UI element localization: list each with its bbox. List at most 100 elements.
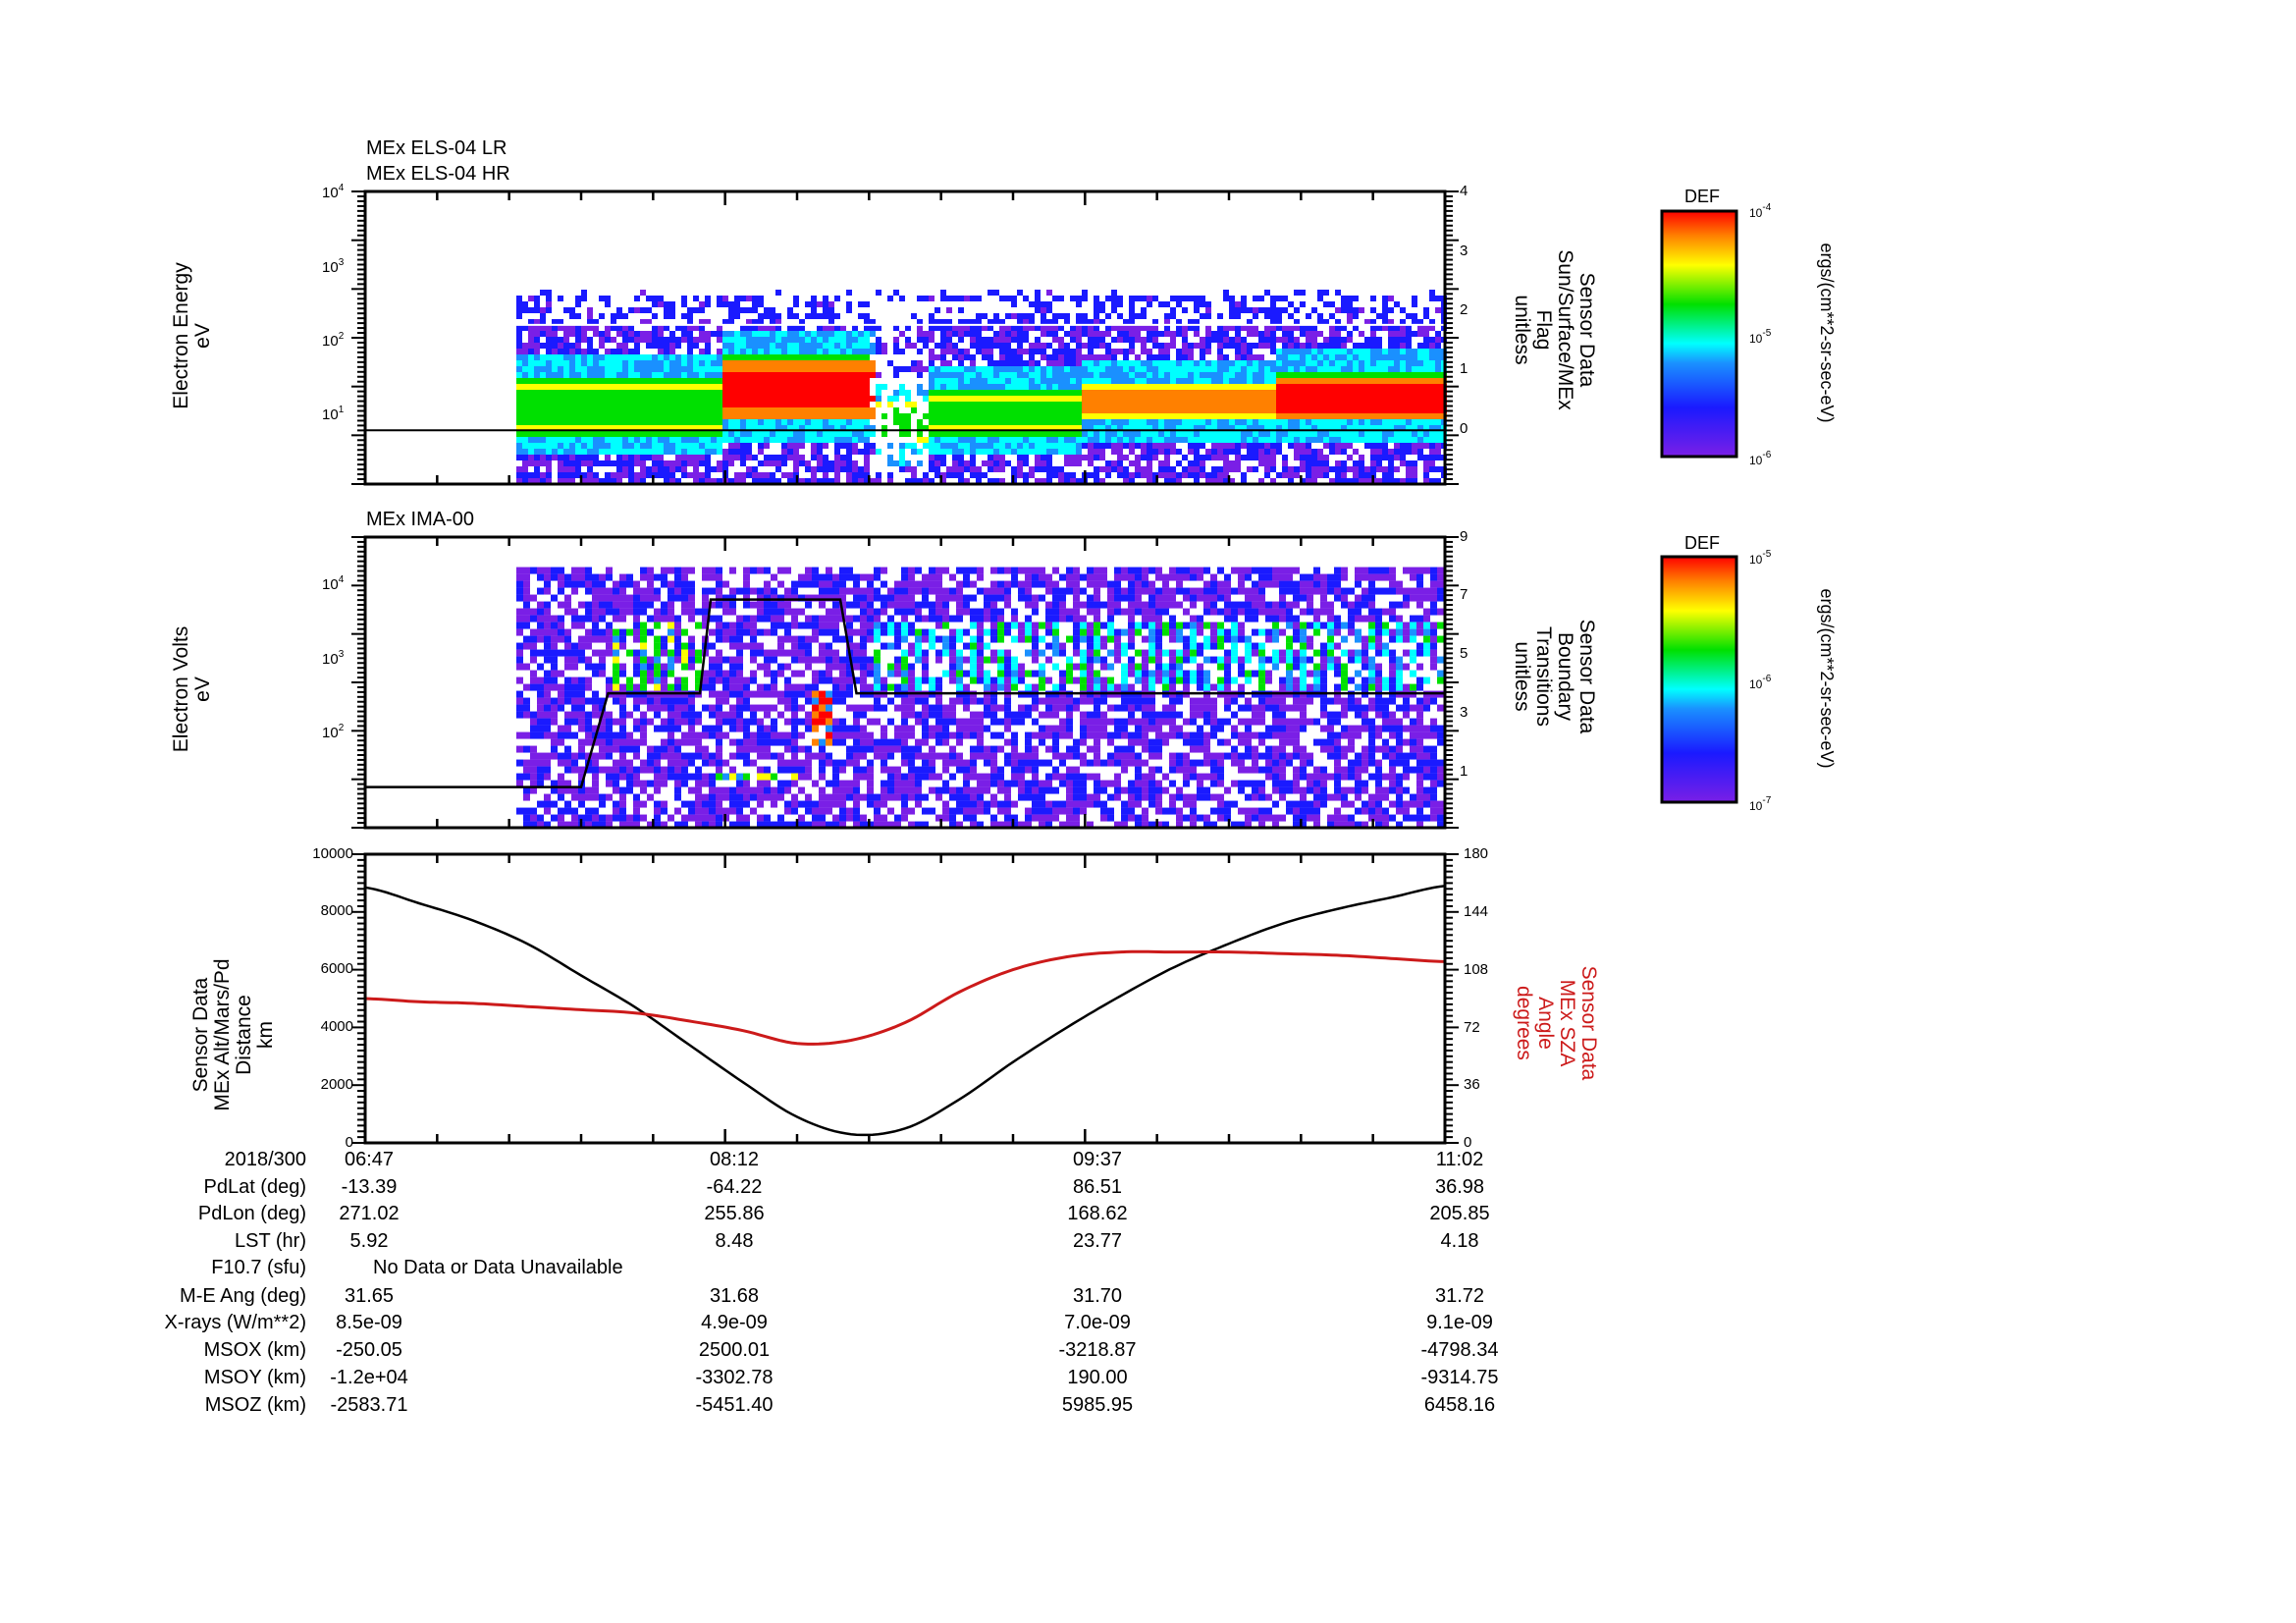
- els-y2tick-2: 2: [1460, 301, 1468, 318]
- ima-ylabel-line1: Electron Volts: [170, 625, 192, 753]
- table-note: No Data or Data Unavailable: [373, 1257, 623, 1278]
- table-cell: 271.02: [339, 1203, 400, 1224]
- els-ylabel-line1: Electron Energy: [170, 262, 192, 409]
- table-cell: 4.9e-09: [701, 1312, 768, 1333]
- table-row-label: M-E Ang (deg): [180, 1285, 306, 1307]
- table-cell: 36.98: [1434, 1176, 1485, 1198]
- orbit-ytick-10000: 10000: [312, 845, 353, 862]
- table-cell: 255.86: [704, 1203, 765, 1224]
- table-cell: 23.77: [1072, 1230, 1123, 1252]
- table-cell: 31.70: [1072, 1285, 1123, 1307]
- table-cell: -250.05: [336, 1339, 402, 1361]
- table-cell: -4798.34: [1420, 1339, 1499, 1361]
- els-y2label: Sensor Data Sun/Surface/MEx Flag unitles…: [1511, 212, 1598, 448]
- table-cell: 11:02: [1435, 1149, 1484, 1170]
- colorbar-1-unit: ergs/(cm**2-sr-sec-eV): [1817, 243, 1837, 423]
- table-row-label: MSOZ (km): [204, 1394, 306, 1416]
- orbit-ylabel: Sensor Data MEx Alt/Mars/Pd Distance km: [189, 927, 277, 1143]
- orbit-ylabel-line3: Distance: [233, 995, 255, 1075]
- orbit-y2label: Sensor Data MEx SZA Angle degrees: [1513, 915, 1600, 1131]
- orbit-ytick-6000: 6000: [320, 960, 353, 977]
- els-y2label-line1: Sensor Data: [1575, 272, 1598, 388]
- orbit-y2label-line4: degrees: [1513, 986, 1535, 1060]
- table-cell: 7.0e-09: [1064, 1312, 1131, 1333]
- table-cell: 5.92: [349, 1230, 389, 1252]
- table-cell: 31.72: [1434, 1285, 1485, 1307]
- ima-y2label-line4: unitless: [1511, 641, 1533, 712]
- table-cell: -3302.78: [695, 1367, 774, 1388]
- colorbar-2-unit: ergs/(cm**2-sr-sec-eV): [1817, 588, 1837, 769]
- ima-spectrogram: [365, 567, 1445, 829]
- table-cell: 06:47: [344, 1149, 395, 1170]
- table-cell: 168.62: [1067, 1203, 1128, 1224]
- orbit-y2tick-36: 36: [1464, 1076, 1480, 1093]
- els-ytick-1e2: 102: [322, 331, 345, 350]
- table-cell: 190.00: [1067, 1367, 1128, 1388]
- ima-y2tick-1: 1: [1460, 763, 1468, 780]
- table-cell: -13.39: [341, 1176, 398, 1198]
- ima-y2tick-9: 9: [1460, 528, 1468, 545]
- orbit-lines: [364, 884, 1447, 1137]
- ima-ylabel-line2: eV: [191, 676, 214, 702]
- ima-y2tick-5: 5: [1460, 645, 1468, 662]
- table-row-label: LST (hr): [235, 1230, 306, 1252]
- table-cell: -5451.40: [695, 1394, 774, 1416]
- ima-y2label-line1: Sensor Data: [1575, 619, 1598, 734]
- els-ytick-1e3: 103: [322, 257, 345, 276]
- table-cell: 8.48: [715, 1230, 754, 1252]
- els-ytick-1e1: 101: [322, 405, 345, 423]
- colorbar-2-mid-tick: 10-6: [1749, 674, 1772, 691]
- table-cell: 86.51: [1072, 1176, 1123, 1198]
- els-y2label-line4: unitless: [1511, 295, 1533, 365]
- table-cell: 31.68: [709, 1285, 760, 1307]
- els-y2tick-1: 1: [1460, 360, 1468, 377]
- table-cell: 31.65: [344, 1285, 395, 1307]
- orbit-y2tick-180: 180: [1464, 845, 1489, 862]
- colorbar-1-mid-tick: 10-5: [1749, 328, 1772, 346]
- table-cell: 08:12: [709, 1149, 760, 1170]
- orbit-ylabel-line4: km: [254, 1021, 277, 1049]
- orbit-y2label-line3: Angle: [1534, 997, 1557, 1050]
- els-y2tick-0: 0: [1460, 420, 1468, 437]
- ima-title: MEx IMA-00: [366, 509, 475, 530]
- table-cell: 9.1e-09: [1426, 1312, 1493, 1333]
- els-title-lr: MEx ELS-04 LR: [366, 137, 507, 159]
- ima-y2label-line2: Boundary: [1554, 632, 1576, 721]
- ima-ytick-1e4: 104: [322, 574, 345, 593]
- axes-frames: [351, 189, 1459, 1145]
- els-ytick-1e4: 104: [322, 183, 345, 201]
- table-row-label: 2018/300: [224, 1149, 306, 1170]
- ima-y2tick-7: 7: [1460, 586, 1468, 603]
- table-row-label: PdLat (deg): [203, 1176, 306, 1198]
- table-cell: -3218.87: [1058, 1339, 1137, 1361]
- colorbar-2-bot-tick: 10-7: [1749, 795, 1772, 813]
- orbit-y2tick-0: 0: [1464, 1134, 1472, 1151]
- table-cell: 205.85: [1429, 1203, 1490, 1224]
- orbit-y2tick-108: 108: [1464, 961, 1489, 978]
- orbit-y2label-line2: MEx SZA: [1556, 979, 1578, 1067]
- table-row-label: MSOY (km): [203, 1367, 306, 1388]
- orbit-y2tick-72: 72: [1464, 1019, 1480, 1036]
- orbit-ytick-8000: 8000: [320, 902, 353, 919]
- els-ylabel-line2: eV: [191, 323, 214, 349]
- table-cell: -9314.75: [1420, 1367, 1499, 1388]
- orbit-ylabel-line2: MEx Alt/Mars/Pd: [211, 958, 234, 1111]
- colorbar-1-top-tick: 10-4: [1749, 202, 1772, 220]
- table-cell: 8.5e-09: [336, 1312, 402, 1333]
- orbit-ytick-2000: 2000: [320, 1076, 353, 1093]
- ima-y2label: Sensor Data Boundary Transitions unitles…: [1511, 559, 1598, 794]
- colorbar-2-title: DEF: [1684, 533, 1720, 553]
- table-row-label: PdLon (deg): [197, 1203, 306, 1224]
- table-row-label: MSOX (km): [203, 1339, 306, 1361]
- table-cell: -1.2e+04: [330, 1367, 408, 1388]
- ima-ytick-1e2: 102: [322, 723, 345, 741]
- els-y2label-line2: Sun/Surface/MEx: [1554, 249, 1576, 410]
- table-cell: -2583.71: [330, 1394, 408, 1416]
- orbit-y2tick-144: 144: [1464, 903, 1489, 920]
- els-title-hr: MEx ELS-04 HR: [366, 163, 510, 185]
- ima-y2tick-3: 3: [1460, 704, 1468, 721]
- ima-y2label-line3: Transitions: [1532, 626, 1555, 727]
- orbit-ytick-0: 0: [345, 1134, 353, 1151]
- table-cell: 09:37: [1072, 1149, 1123, 1170]
